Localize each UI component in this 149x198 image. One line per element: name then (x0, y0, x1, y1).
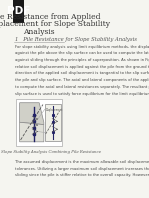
Text: the pile and slip surface. The axial and lateral components of the applied displ: the pile and slip surface. The axial and… (15, 78, 149, 82)
Text: against the pile above the slip surface can be used to compute the lateral and a: against the pile above the slip surface … (15, 51, 149, 55)
Text: direction of the applied soil displacement is tangential to the slip surface at : direction of the applied soil displaceme… (15, 71, 149, 75)
Text: sliding since the pile is stiffer relative to the overall capacity. However, mob: sliding since the pile is stiffer relati… (15, 173, 149, 177)
FancyBboxPatch shape (45, 104, 61, 141)
Text: Soil Displacement for Slope Stability: Soil Displacement for Slope Stability (0, 20, 110, 28)
Text: Analysis: Analysis (23, 28, 55, 36)
Polygon shape (20, 103, 44, 125)
Text: against sliding through the principles of superposition. As shown in Figure 1-1,: against sliding through the principles o… (15, 58, 149, 62)
Text: slip surface is used to satisfy force equilibrium for the limit equilibrium equi: slip surface is used to satisfy force eq… (15, 92, 149, 96)
FancyBboxPatch shape (13, 0, 24, 23)
Text: to compute the axial and lateral resistances separately. The resultant pile resi: to compute the axial and lateral resista… (15, 85, 149, 89)
Polygon shape (20, 122, 44, 142)
Text: For slope stability analysis using limit equilibrium methods, the displacement o: For slope stability analysis using limit… (15, 45, 149, 49)
Text: Figure 1-1: Slope Stability Analysis Combining Pile Resistance: Figure 1-1: Slope Stability Analysis Com… (0, 150, 101, 154)
Text: ng Pile Resistance from Applied: ng Pile Resistance from Applied (0, 13, 100, 21)
Text: The assumed displacement is the maximum allowable soil displacement based on des: The assumed displacement is the maximum … (15, 160, 149, 164)
Text: Displacement: Displacement (46, 108, 63, 112)
Text: relative soil displacement is applied against the pile from the ground to the sl: relative soil displacement is applied ag… (15, 65, 149, 69)
Text: 1   Pile Resistance for Slope Stability Analysis: 1 Pile Resistance for Slope Stability An… (15, 37, 137, 42)
Text: PDF: PDF (7, 6, 30, 16)
FancyBboxPatch shape (16, 99, 62, 146)
Text: tolerances. Utilizing a larger maximum soil displacement increases the pile resi: tolerances. Utilizing a larger maximum s… (15, 167, 149, 171)
